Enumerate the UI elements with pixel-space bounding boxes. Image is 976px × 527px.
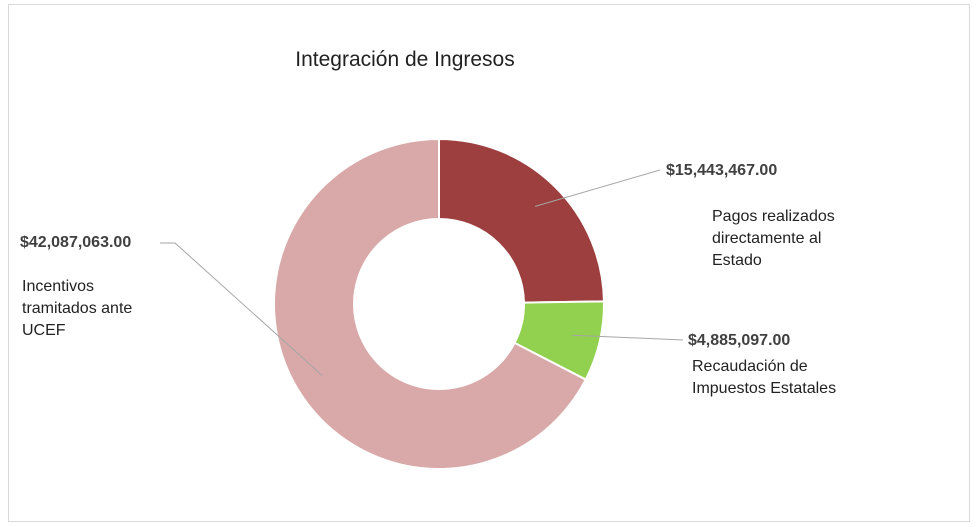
donut-slice <box>438 137 605 304</box>
leader-line <box>534 169 661 207</box>
value-label: $42,087,063.00 <box>20 234 132 251</box>
category-label: Recaudación de Impuestos Estatales <box>692 358 837 397</box>
value-label: $15,443,467.00 <box>666 162 778 179</box>
category-label: Incentivos tramitados ante UCEF <box>22 278 133 339</box>
category-label: Pagos realizados directamente al Estado <box>712 208 835 269</box>
donut-slice <box>273 137 588 470</box>
value-label: $4,885,097.00 <box>688 332 791 349</box>
chart-title: Integración de Ingresos <box>295 48 515 71</box>
leader-line <box>160 242 323 376</box>
leader-line <box>572 334 684 341</box>
